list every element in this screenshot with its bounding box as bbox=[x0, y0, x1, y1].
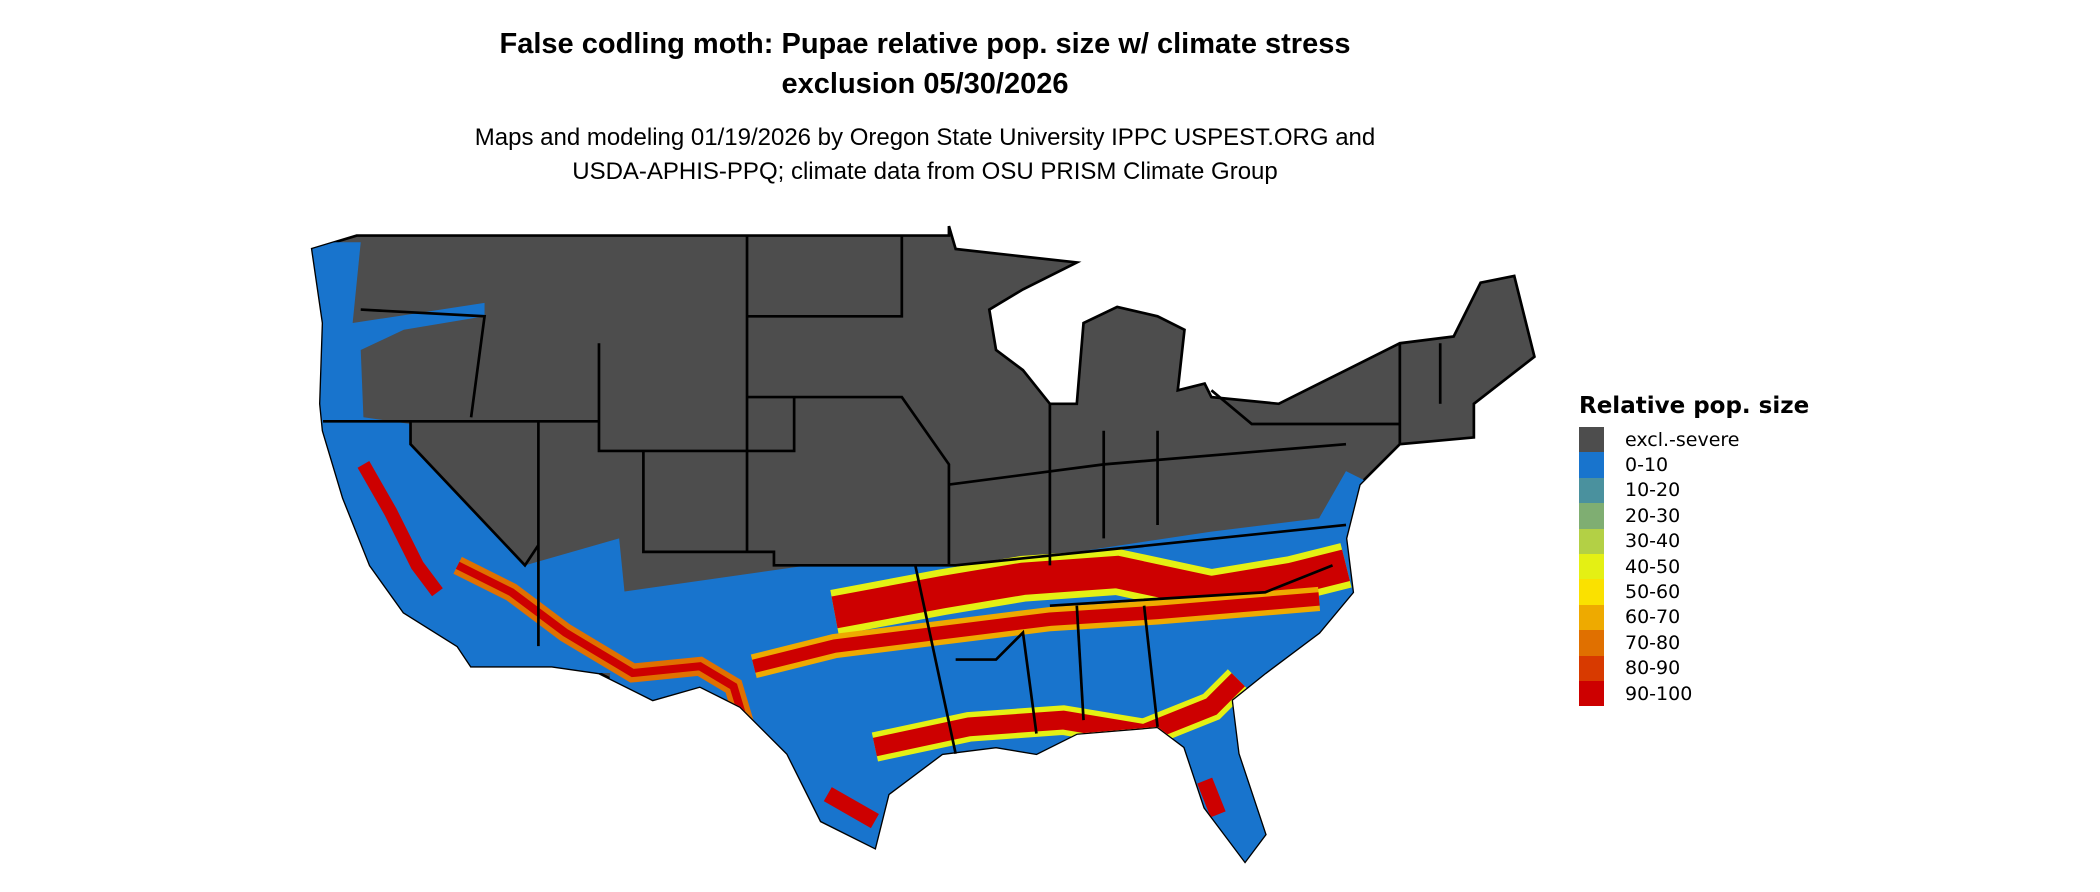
legend-item: 80-90 bbox=[1579, 655, 1809, 681]
legend-title: Relative pop. size bbox=[1579, 393, 1810, 419]
legend: Relative pop. size excl.-severe 0-10 10-20… bbox=[1579, 393, 1810, 707]
band-90-100 bbox=[455, 561, 758, 755]
legend-label: 30-40 bbox=[1625, 530, 1681, 553]
legend-swatch bbox=[1579, 553, 1604, 580]
legend-item: excl.-severe bbox=[1579, 427, 1809, 453]
band-90-100 bbox=[357, 461, 443, 597]
legend-swatch bbox=[1579, 427, 1604, 453]
legend-label: 40-50 bbox=[1625, 555, 1681, 578]
band-90-100 bbox=[831, 549, 1350, 629]
legend-item: 20-30 bbox=[1579, 503, 1809, 529]
map-title-line-1: False codling moth: Pupae relative pop. … bbox=[499, 28, 1351, 60]
legend-swatch bbox=[1579, 680, 1604, 707]
legend-label: 70-80 bbox=[1625, 631, 1681, 654]
legend-label: excl.-severe bbox=[1625, 428, 1740, 451]
map-title-line-2: exclusion 05/30/2026 bbox=[781, 68, 1069, 100]
legend-label: 10-20 bbox=[1625, 479, 1681, 502]
region-0-10 bbox=[312, 242, 633, 673]
legend-swatch bbox=[1579, 604, 1604, 631]
band-90-100 bbox=[823, 787, 879, 829]
map-subtitle-line-1: Maps and modeling 01/19/2026 by Oregon S… bbox=[474, 124, 1376, 151]
legend-label: 0-10 bbox=[1625, 454, 1669, 477]
state-borders bbox=[323, 235, 1442, 755]
band-90-100 bbox=[872, 673, 1245, 757]
legend-item: 30-40 bbox=[1579, 528, 1809, 554]
legend-label: 90-100 bbox=[1625, 682, 1693, 705]
legend-item: 60-70 bbox=[1579, 604, 1809, 631]
legend-label: 60-70 bbox=[1625, 606, 1681, 629]
legend-item: 70-80 bbox=[1579, 630, 1809, 656]
band-90-100 bbox=[752, 592, 1320, 673]
legend-label: 50-60 bbox=[1625, 581, 1681, 604]
legend-label: 20-30 bbox=[1625, 504, 1681, 527]
legend-swatch bbox=[1579, 630, 1604, 656]
legend-item: 10-20 bbox=[1579, 477, 1809, 504]
legend-swatch bbox=[1579, 655, 1604, 681]
legend-swatch bbox=[1579, 579, 1604, 605]
legend-item: 50-60 bbox=[1579, 579, 1809, 605]
legend-swatch bbox=[1579, 503, 1604, 529]
band-90-100 bbox=[1197, 777, 1226, 818]
legend-swatch bbox=[1579, 528, 1604, 554]
legend-item: 40-50 bbox=[1579, 553, 1809, 580]
legend-swatch bbox=[1579, 452, 1604, 478]
legend-label: 80-90 bbox=[1625, 657, 1681, 680]
legend-item: 90-100 bbox=[1579, 680, 1809, 707]
legend-item: 0-10 bbox=[1579, 452, 1809, 478]
map-subtitle-line-2: USDA-APHIS-PPQ; climate data from OSU PR… bbox=[572, 158, 1278, 185]
legend-swatch bbox=[1579, 477, 1604, 504]
